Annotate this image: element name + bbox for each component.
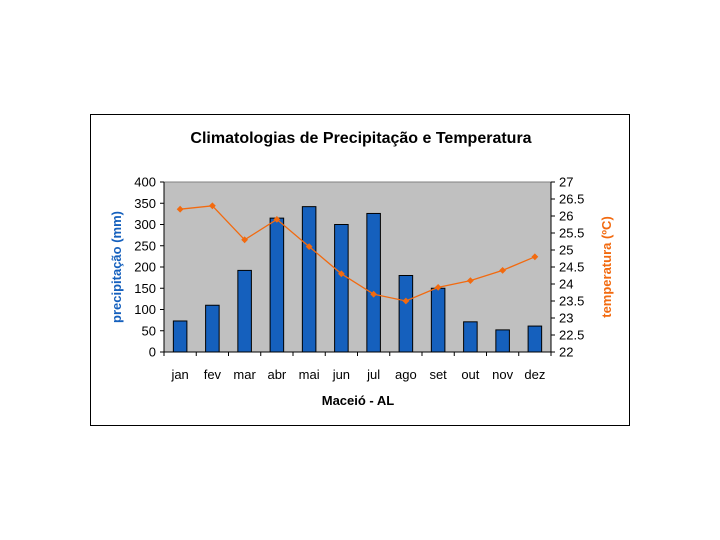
temperature-point — [499, 267, 507, 274]
precipitation-bar — [430, 287, 446, 353]
category-label: ago — [395, 367, 417, 382]
left-tick-label: 0 — [149, 345, 156, 360]
category-label: jan — [170, 367, 188, 382]
category-label: out — [461, 367, 479, 382]
left-tick-label: 400 — [134, 175, 156, 190]
left-tick-label: 50 — [142, 323, 156, 338]
precipitation-bar — [237, 269, 252, 353]
category-label: jun — [332, 367, 350, 382]
category-label: dez — [524, 367, 545, 382]
right-tick-label: 22 — [559, 345, 573, 360]
left-tick-label: 250 — [134, 238, 156, 253]
right-tick-label: 27 — [559, 175, 573, 190]
temperature-point — [273, 216, 281, 223]
precipitation-bar — [172, 320, 188, 353]
category-label: mar — [233, 367, 256, 382]
temperature-point — [241, 236, 249, 244]
right-axis: 22 22.5 23 23.5 24 24.5 25 25.5 26 26.5 27 — [550, 175, 584, 360]
x-axis-label: Maceió - AL — [322, 393, 395, 408]
temperature-point — [531, 253, 539, 261]
plot-area — [163, 181, 552, 353]
y-axis-label-left: precipitação (mm) — [109, 211, 124, 323]
right-tick-label: 25 — [559, 243, 573, 258]
right-tick-label: 26.5 — [559, 192, 584, 207]
left-tick-label: 100 — [134, 302, 156, 317]
category-label: mai — [299, 367, 320, 382]
category-label: abr — [267, 367, 286, 382]
temperature-point — [402, 297, 410, 305]
category-label: set — [429, 367, 447, 382]
chart-title: Climatologias de Precipitação e Temperat… — [190, 130, 531, 147]
temperature-series-line — [180, 205, 536, 302]
temperature-point — [466, 277, 474, 284]
right-tick-label: 23 — [559, 311, 573, 326]
y-axis-label-right: temperatura (ºC) — [599, 216, 614, 318]
temperature-point — [208, 202, 216, 210]
left-tick-label: 300 — [134, 217, 156, 232]
precipitation-bars — [172, 206, 543, 353]
left-tick-label: 150 — [134, 281, 156, 296]
temperature-point — [434, 284, 442, 291]
precipitation-bar — [205, 304, 220, 353]
precipitation-bar — [269, 217, 285, 353]
right-tick-label: 23.5 — [559, 294, 584, 309]
precipitation-bar — [463, 321, 478, 353]
right-tick-label: 26 — [559, 209, 573, 224]
right-tick-label: 22.5 — [559, 328, 584, 343]
precipitation-bar — [398, 275, 414, 353]
precipitation-bar — [334, 224, 349, 353]
category-label: nov — [492, 367, 513, 382]
precipitation-bar — [527, 325, 543, 353]
right-tick-label: 24 — [559, 277, 573, 292]
chart-svg: Climatologias de Precipitação e Temperat… — [109, 130, 614, 408]
chart-frame: Climatologias de Precipitação e Temperat… — [90, 114, 630, 426]
precipitation-bar — [301, 206, 317, 353]
precipitation-bar — [366, 212, 381, 353]
left-tick-label: 200 — [134, 260, 156, 275]
category-labels: jan fev mar abr mai jun jul ago set out nov dez — [163, 352, 552, 382]
left-axis: 0 50 100 150 200 250 300 350 400 — [134, 175, 551, 360]
precipitation-bar — [495, 329, 510, 353]
category-label: jul — [366, 367, 380, 382]
category-label: fev — [204, 367, 222, 382]
right-tick-label: 25.5 — [559, 226, 584, 241]
left-tick-label: 350 — [134, 196, 156, 211]
temperature-point — [370, 290, 378, 298]
temperature-point — [176, 205, 184, 213]
right-tick-label: 24.5 — [559, 260, 584, 275]
